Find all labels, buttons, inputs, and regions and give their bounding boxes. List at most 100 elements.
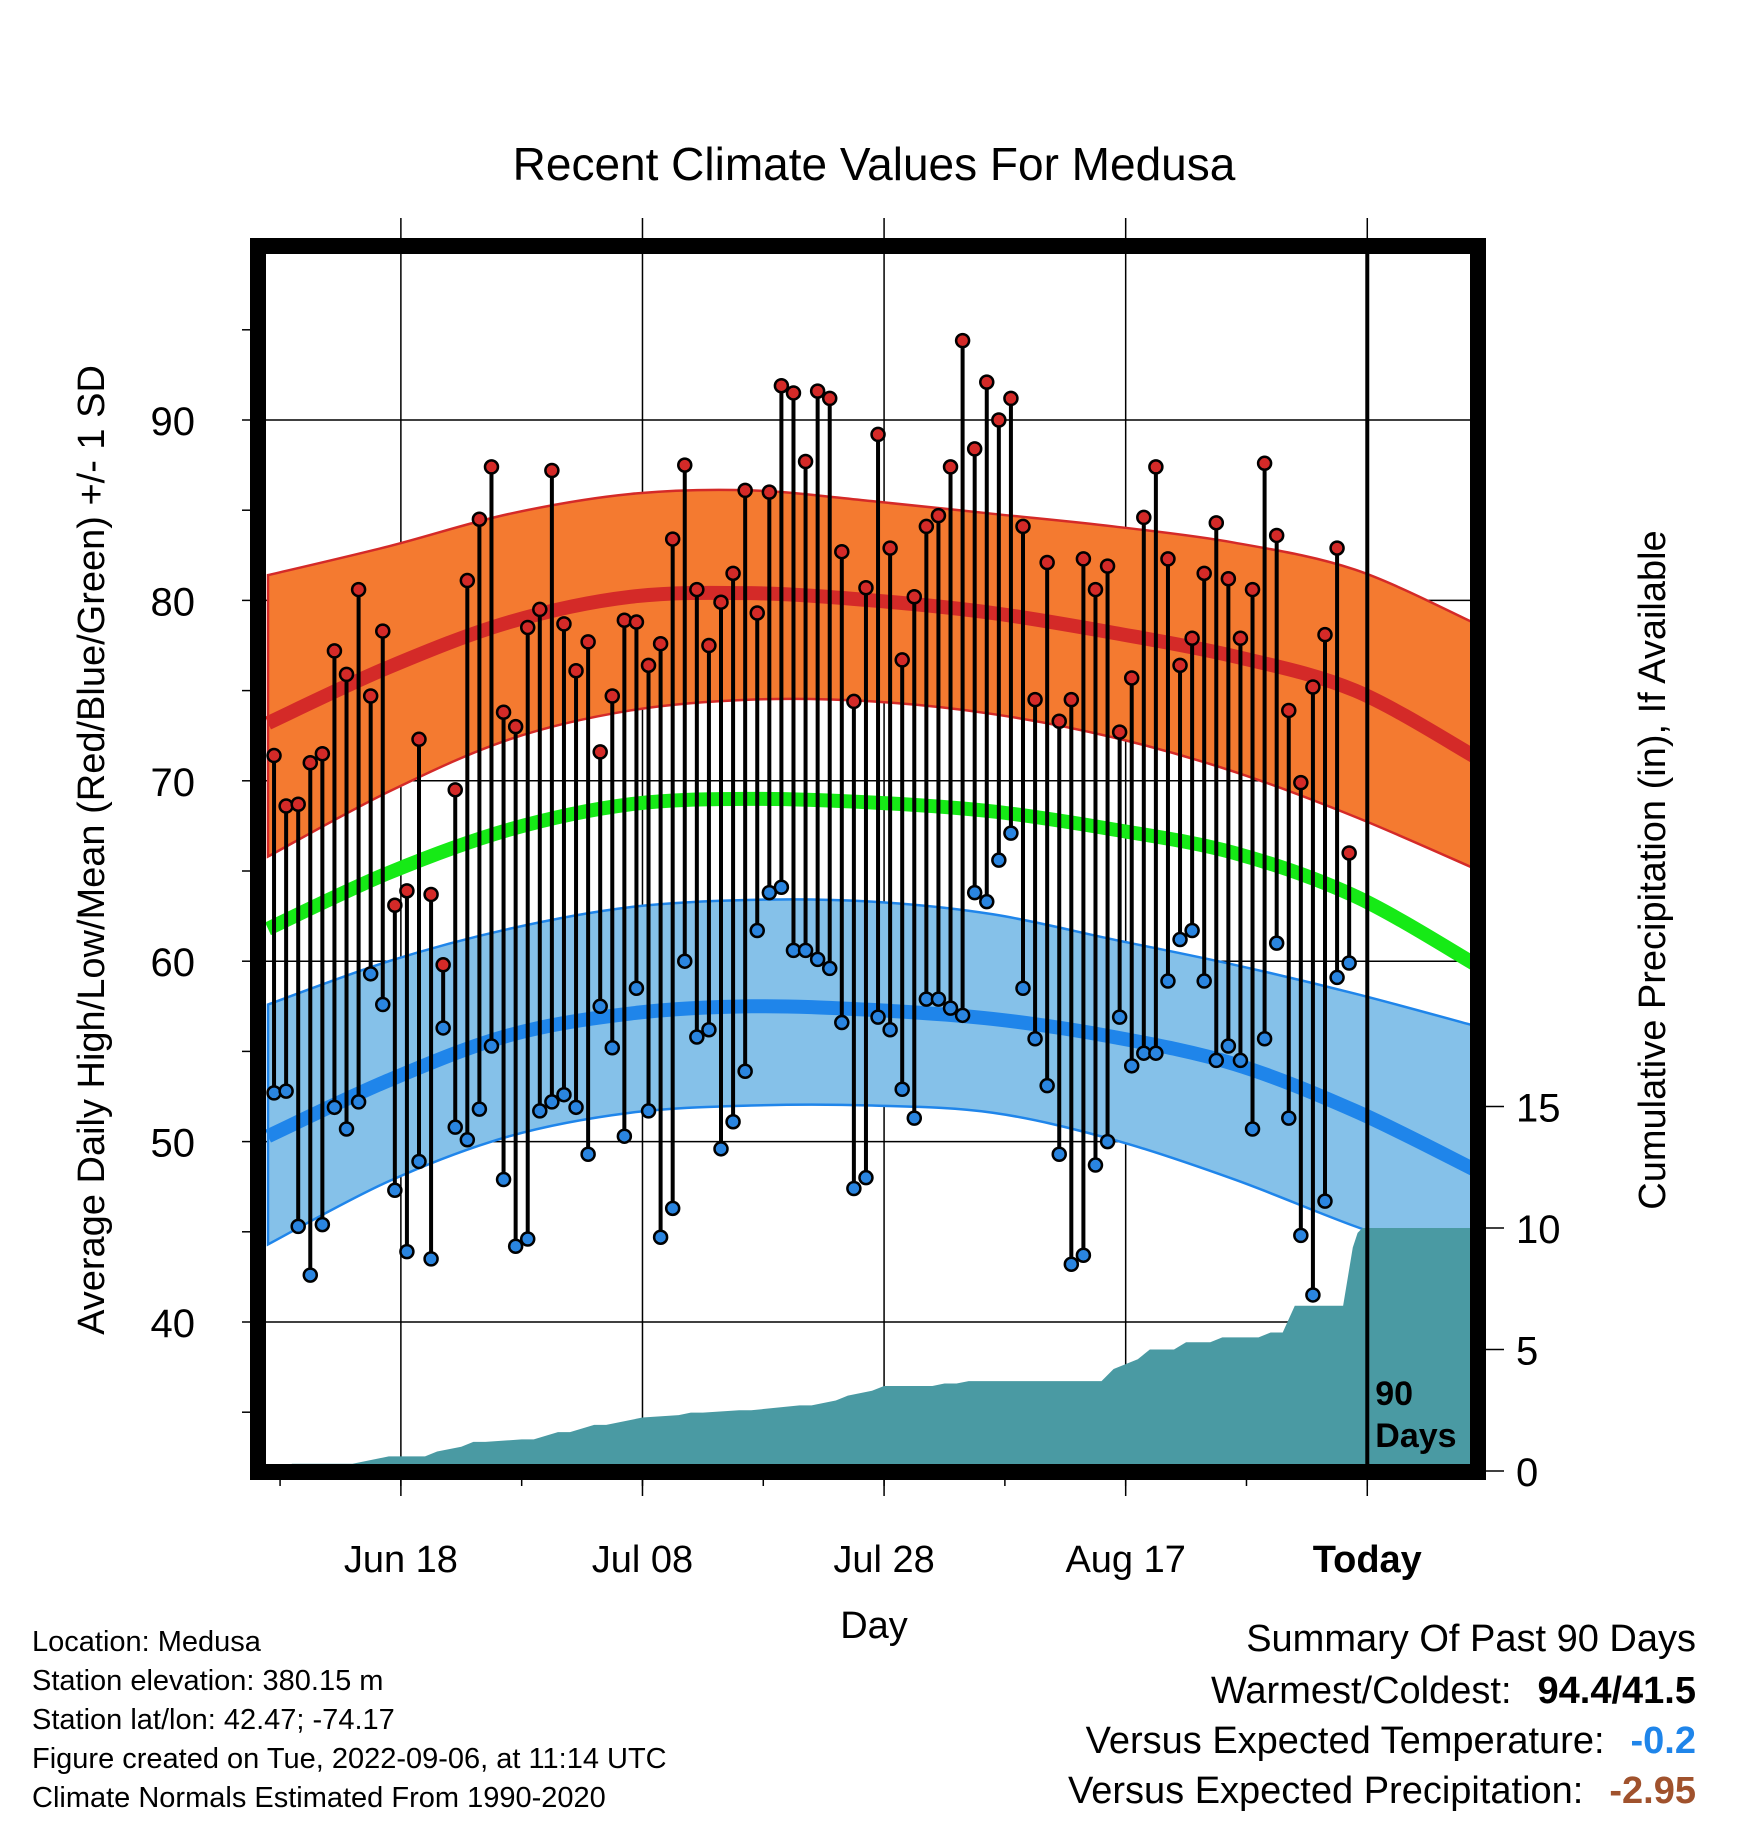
daily-high-point-82 (1256, 455, 1273, 472)
daily-high-point-75 (1172, 657, 1188, 674)
today-days-label-line-1: Days (1375, 1417, 1456, 1455)
daily-low-point-21 (519, 1231, 536, 1247)
daily-low-point-82 (1256, 1031, 1273, 1047)
daily-high-point-49 (858, 580, 874, 596)
daily-high-point-74 (1160, 551, 1176, 567)
daily-low-point-13 (423, 1251, 439, 1267)
daily-low-point-76 (1184, 922, 1200, 939)
daily-low-point-55 (930, 991, 947, 1007)
daily-low-point-57 (954, 1007, 971, 1024)
daily-low-point-19 (495, 1171, 512, 1188)
chart-title: Recent Climate Values For Medusa (513, 138, 1236, 190)
normal-bands (265, 488, 1478, 1270)
y-left-tick-label-40: 40 (151, 1302, 196, 1346)
daily-low-point-89 (1341, 955, 1357, 971)
daily-low-point-51 (882, 1022, 898, 1038)
summary-temp-value: -0.2 (1630, 1720, 1696, 1762)
y-axis-right-label: Cumulative Precipitation (in), If Availa… (1632, 530, 1674, 1209)
daily-low-point-80 (1232, 1052, 1249, 1069)
daily-high-point-42 (773, 377, 790, 394)
daily-low-point-10 (387, 1182, 403, 1199)
cumulative-precipitation (268, 1228, 1476, 1471)
today-days-label-line-0: 90 (1375, 1375, 1413, 1413)
daily-low-point-31 (640, 1103, 657, 1119)
daily-high-point-66 (1063, 691, 1080, 708)
daily-low-point-75 (1172, 931, 1188, 948)
daily-low-point-11 (399, 1243, 415, 1260)
daily-low-point-81 (1244, 1121, 1261, 1137)
daily-low-point-15 (447, 1119, 463, 1135)
info-latlon: Station lat/lon: 42.47; -74.17 (32, 1704, 395, 1736)
daily-high-point-87 (1317, 626, 1333, 643)
daily-low-point-66 (1063, 1256, 1080, 1273)
daily-low-point-34 (677, 953, 693, 969)
daily-high-point-11 (399, 883, 415, 899)
daily-high-point-7 (350, 581, 367, 598)
daily-high-point-71 (1123, 670, 1140, 686)
daily-high-point-5 (326, 643, 343, 659)
daily-high-point-60 (991, 412, 1007, 428)
info-location: Location: Medusa (32, 1626, 261, 1658)
daily-low-point-47 (834, 1014, 850, 1031)
daily-high-point-53 (906, 589, 923, 605)
daily-low-point-48 (846, 1180, 862, 1197)
daily-low-point-12 (411, 1153, 427, 1170)
daily-values (266, 332, 1357, 1303)
daily-high-point-32 (652, 635, 669, 652)
daily-low-point-49 (858, 1169, 874, 1186)
y-axis-left-label: Average Daily High/Low/Mean (Red/Blue/Gr… (71, 365, 113, 1335)
daily-high-point-65 (1051, 713, 1067, 730)
daily-high-point-78 (1208, 515, 1225, 531)
today-days-label: 90 Days (1375, 1375, 1456, 1455)
daily-high-point-4 (314, 745, 331, 762)
summary-title: Summary Of Past 90 Days (1246, 1618, 1696, 1660)
daily-low-point-32 (652, 1229, 669, 1245)
daily-high-point-81 (1244, 581, 1261, 598)
daily-low-point-67 (1075, 1247, 1092, 1264)
daily-high-point-63 (1027, 691, 1043, 708)
daily-high-point-61 (1003, 390, 1019, 407)
daily-low-point-23 (544, 1094, 560, 1110)
daily-high-point-46 (821, 390, 838, 407)
summary-warmest: Warmest/Coldest: 94.4/41.5 (1211, 1670, 1696, 1713)
daily-high-point-24 (556, 616, 572, 632)
daily-high-point-43 (785, 385, 802, 401)
daily-high-point-20 (507, 718, 524, 735)
daily-low-point-84 (1281, 1110, 1297, 1126)
daily-high-point-67 (1075, 551, 1092, 567)
daily-high-point-79 (1220, 571, 1237, 587)
summary-precip-value: -2.95 (1609, 1770, 1696, 1812)
y-left-tick-label-50: 50 (151, 1122, 196, 1166)
daily-low-point-63 (1027, 1031, 1043, 1047)
daily-high-point-85 (1293, 774, 1309, 791)
daily-low-point-53 (906, 1110, 923, 1126)
daily-low-point-5 (326, 1099, 343, 1116)
daily-high-point-9 (375, 623, 391, 639)
summary-warmest-value: 94.4/41.5 (1537, 1670, 1696, 1712)
daily-high-point-3 (302, 755, 319, 771)
daily-high-point-77 (1196, 565, 1212, 582)
daily-high-point-62 (1015, 518, 1031, 535)
daily-high-point-88 (1329, 540, 1345, 556)
high-normal-line (265, 585, 1478, 764)
daily-low-point-74 (1160, 973, 1176, 989)
daily-low-point-20 (507, 1238, 524, 1254)
daily-low-point-70 (1111, 1009, 1128, 1025)
daily-low-point-8 (362, 966, 379, 982)
daily-low-point-64 (1039, 1077, 1055, 1094)
daily-high-point-0 (266, 747, 282, 764)
daily-high-point-22 (532, 601, 548, 618)
daily-low-point-52 (894, 1081, 910, 1098)
daily-high-point-27 (592, 744, 608, 760)
daily-high-point-76 (1184, 630, 1200, 647)
y-right-tick-label-10: 10 (1516, 1208, 1561, 1252)
daily-high-point-18 (483, 459, 500, 475)
daily-low-point-35 (689, 1029, 705, 1045)
x-tick-label-4: Today (1313, 1539, 1422, 1581)
daily-low-point-1 (278, 1083, 294, 1099)
x-axis-label: Day (840, 1605, 908, 1647)
daily-high-point-13 (423, 886, 439, 903)
daily-low-point-40 (749, 922, 765, 939)
daily-low-point-3 (302, 1267, 319, 1283)
